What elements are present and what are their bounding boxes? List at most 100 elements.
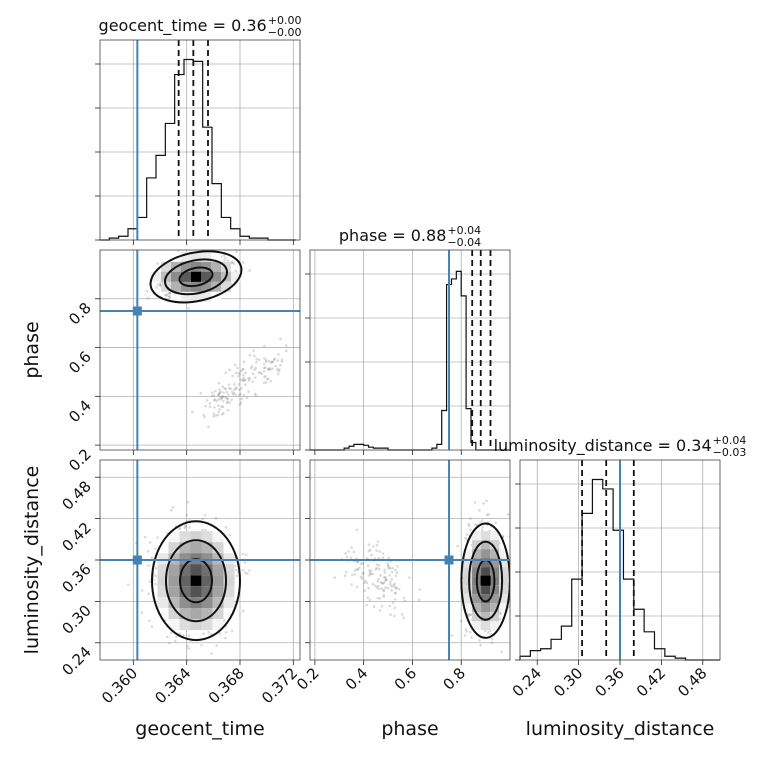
sample-point (368, 571, 372, 575)
density-cell (223, 564, 235, 576)
sample-point (271, 367, 274, 371)
sample-point (253, 354, 256, 358)
sample-point (248, 353, 252, 357)
sample-point (383, 568, 386, 572)
sample-point (263, 344, 266, 348)
x-tick-label: 0.8 (439, 664, 469, 694)
sample-point (238, 372, 241, 376)
sample-point (456, 544, 460, 548)
sample-point (252, 349, 256, 352)
sample-point (359, 575, 363, 579)
sample-point (217, 393, 220, 397)
sample-point (204, 404, 207, 408)
sample-point (479, 643, 482, 647)
sample-point (375, 586, 379, 590)
density-cell (201, 531, 213, 543)
title-lower-error: −0.04 (447, 236, 481, 249)
sample-point (230, 398, 233, 402)
sample-point (165, 635, 169, 639)
panel-phase-luminosity_distance (333, 499, 510, 653)
density-cell (231, 271, 241, 282)
sample-point (393, 585, 397, 589)
x-tick-label: 0.4 (342, 664, 372, 694)
sample-point (257, 358, 261, 362)
sample-point (365, 603, 368, 607)
density-cell (191, 261, 201, 272)
density-cell (168, 586, 180, 598)
density-cell (211, 261, 221, 272)
density-cell (490, 549, 500, 559)
sample-point (237, 388, 241, 392)
sample-point (218, 632, 222, 635)
density-cell (179, 542, 191, 554)
sample-point (267, 368, 270, 371)
sample-point (246, 572, 249, 576)
sample-point (147, 592, 151, 596)
sample-point (235, 386, 238, 389)
sample-point (392, 584, 395, 587)
density-cell (201, 251, 211, 262)
sample-point (262, 369, 266, 373)
sample-point (361, 571, 365, 575)
sample-point (241, 552, 245, 556)
sample-point (383, 579, 387, 582)
density-cell (223, 575, 235, 587)
sample-point (222, 412, 225, 415)
sample-point (249, 367, 253, 370)
sample-point (273, 357, 276, 361)
density-peak (480, 575, 491, 586)
sample-point (262, 375, 266, 379)
density-cell (191, 251, 201, 262)
density-cell (191, 291, 201, 302)
sample-point (207, 631, 210, 634)
sample-point (184, 525, 188, 528)
sample-point (382, 588, 386, 592)
sample-point (237, 374, 240, 378)
sample-point (268, 360, 271, 363)
sample-point (264, 381, 268, 384)
density-cell (481, 531, 491, 541)
title-upper-error: +0.00 (268, 14, 302, 27)
sample-point (221, 395, 224, 399)
sample-point (470, 636, 473, 639)
sample-point (275, 368, 279, 371)
sample-point (223, 259, 226, 262)
sample-point (490, 641, 494, 645)
panel-geocent_time-phase (135, 243, 288, 429)
density-cell (463, 567, 473, 577)
sample-point (239, 401, 243, 405)
sample-point (223, 387, 226, 390)
density-cell (499, 603, 509, 613)
density-cell (472, 612, 482, 622)
sample-point (257, 371, 261, 374)
sample-point (385, 577, 388, 581)
sample-point (480, 529, 484, 532)
sample-point (244, 571, 247, 575)
sample-point (378, 609, 382, 612)
sample-point (233, 243, 236, 246)
sample-point (237, 371, 240, 375)
y-tick-label: 0.30 (58, 601, 94, 637)
density-cell (211, 271, 221, 282)
contour-level (151, 520, 241, 642)
sample-point (376, 540, 380, 543)
sample-point (175, 635, 178, 639)
density-cell (499, 567, 509, 577)
title-upper-error: +0.04 (447, 224, 481, 237)
sample-point (148, 580, 152, 584)
sample-point (231, 392, 235, 396)
sample-point (212, 414, 215, 418)
sample-point (379, 574, 382, 577)
sample-point (224, 371, 228, 374)
sample-point (178, 527, 181, 531)
contour-level (178, 266, 214, 288)
sample-point (380, 587, 384, 590)
sample-point (156, 536, 159, 539)
x-tick-label: 0.30 (550, 664, 586, 700)
sample-point (184, 524, 187, 527)
title-lower-error: −0.00 (268, 26, 302, 39)
sample-point (203, 415, 206, 419)
sample-point (498, 617, 502, 621)
sample-point (499, 612, 502, 615)
sample-point (146, 549, 150, 553)
